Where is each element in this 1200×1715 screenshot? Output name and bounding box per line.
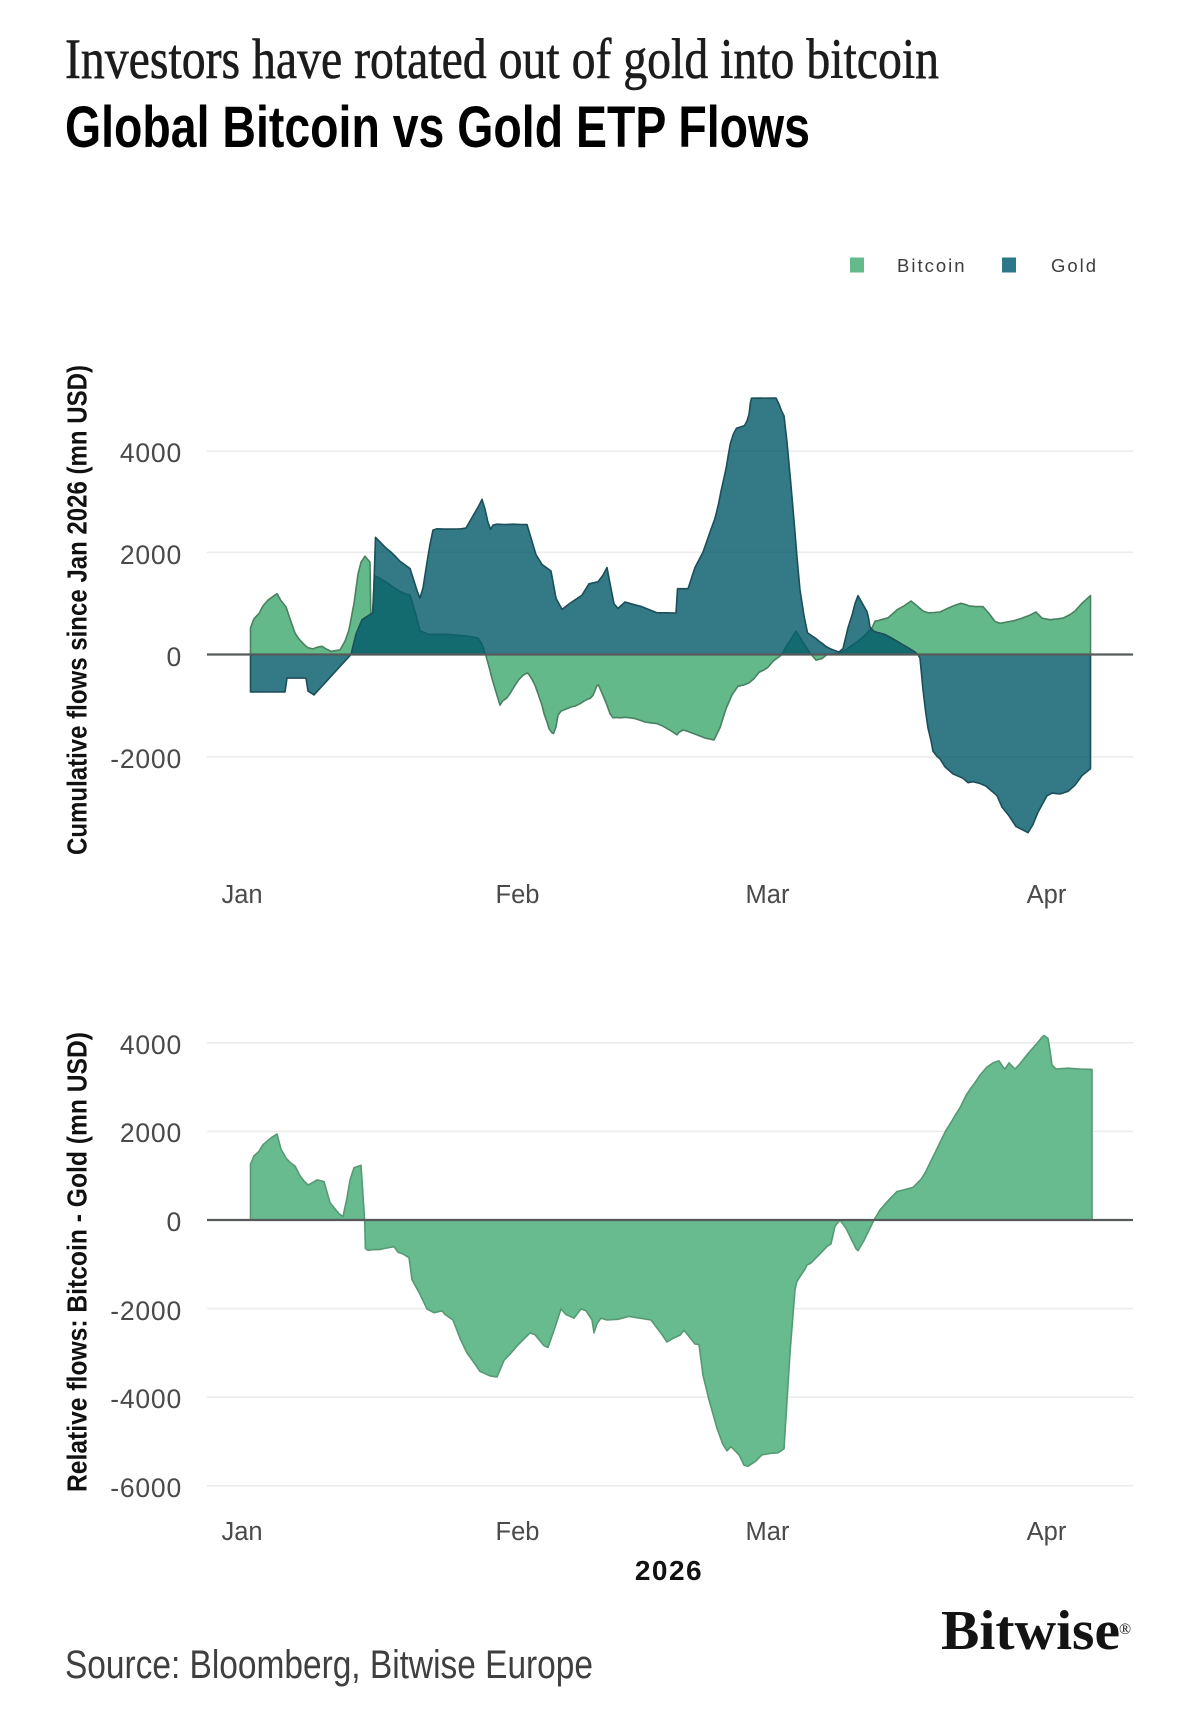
- svg-text:Source: Bloomberg, Bitwise Eur: Source: Bloomberg, Bitwise Europe: [65, 1643, 593, 1687]
- svg-text:4000: 4000: [120, 1030, 182, 1060]
- svg-text:-4000: -4000: [110, 1384, 182, 1414]
- svg-text:4000: 4000: [120, 438, 182, 468]
- svg-text:Bitwise: Bitwise: [941, 1600, 1120, 1662]
- svg-text:Relative flows: Bitcoin - Gold: Relative flows: Bitcoin - Gold (mn USD): [62, 1032, 93, 1492]
- svg-text:2026: 2026: [635, 1555, 703, 1586]
- svg-text:Apr: Apr: [1027, 1518, 1067, 1546]
- svg-text:0: 0: [166, 642, 182, 672]
- svg-text:®: ®: [1119, 1621, 1131, 1638]
- svg-text:Gold: Gold: [1051, 255, 1098, 276]
- svg-text:Jan: Jan: [221, 1518, 262, 1546]
- svg-text:0: 0: [166, 1207, 182, 1237]
- svg-text:Investors have rotated out of: Investors have rotated out of gold into …: [65, 28, 939, 91]
- svg-text:Global Bitcoin vs Gold ETP Flo: Global Bitcoin vs Gold ETP Flows: [65, 95, 810, 160]
- svg-text:Feb: Feb: [496, 881, 540, 909]
- svg-text:-2000: -2000: [110, 1296, 182, 1326]
- svg-text:Feb: Feb: [496, 1518, 540, 1546]
- svg-text:Mar: Mar: [746, 1518, 790, 1546]
- svg-text:Jan: Jan: [221, 881, 262, 909]
- svg-text:2000: 2000: [120, 1118, 182, 1148]
- svg-text:Cumulative flows since Jan 202: Cumulative flows since Jan 2026 (mn USD): [62, 365, 93, 855]
- svg-text:2000: 2000: [120, 540, 182, 570]
- svg-text:-2000: -2000: [110, 744, 182, 774]
- svg-text:Apr: Apr: [1027, 881, 1067, 909]
- svg-text:Mar: Mar: [746, 881, 790, 909]
- svg-text:Bitcoin: Bitcoin: [897, 255, 967, 276]
- svg-text:-6000: -6000: [110, 1473, 182, 1503]
